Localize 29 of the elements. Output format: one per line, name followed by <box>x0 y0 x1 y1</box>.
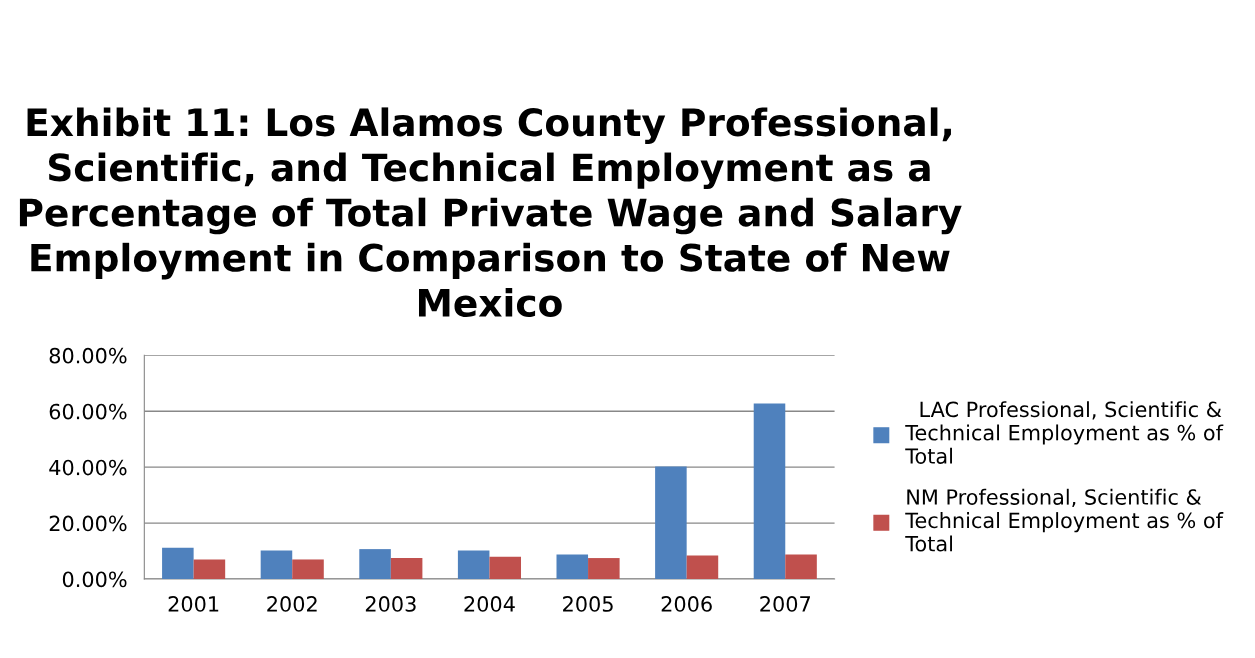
bar <box>260 550 293 580</box>
x-tick-label: 2002 <box>267 596 317 612</box>
bar <box>785 554 817 580</box>
legend-label: NM Professional, Scientific & Technical Employment as % of Total <box>905 488 1224 552</box>
y-tick-label: 20.00% <box>49 515 127 532</box>
bar <box>292 559 324 580</box>
y-tick-label: 0.00% <box>62 571 127 588</box>
x-tick-label: 2005 <box>563 596 613 612</box>
x-tick-label: 2001 <box>168 596 219 612</box>
bar <box>489 556 521 580</box>
bar <box>588 558 620 580</box>
bar <box>556 554 589 580</box>
x-tick-label: 2007 <box>760 596 810 612</box>
bar <box>655 466 687 580</box>
text: LAC Professional, Scientific & Technical Employment as % of Total <box>905 401 1224 464</box>
bar <box>457 550 490 580</box>
y-tick-label: 60.00% <box>49 403 127 420</box>
y-tick-label: 80.00% <box>49 347 127 364</box>
bar <box>390 558 423 580</box>
bar <box>193 559 226 580</box>
x-tick-label: 2006 <box>661 596 712 612</box>
x-tick-label: 2004 <box>464 596 515 612</box>
bar <box>162 547 194 580</box>
bar <box>686 555 719 580</box>
x-tick-label: 2003 <box>365 596 416 612</box>
bar <box>359 549 391 580</box>
y-tick-label: 40.00% <box>49 459 127 476</box>
chart-title: Exhibit 11: Los Alamos County Professional, Scientific, and Technical Employment as a Percentage of Total Private Wage and Salary Employment in Comparison to State of New Mexico <box>19 107 962 317</box>
bar <box>753 403 786 580</box>
